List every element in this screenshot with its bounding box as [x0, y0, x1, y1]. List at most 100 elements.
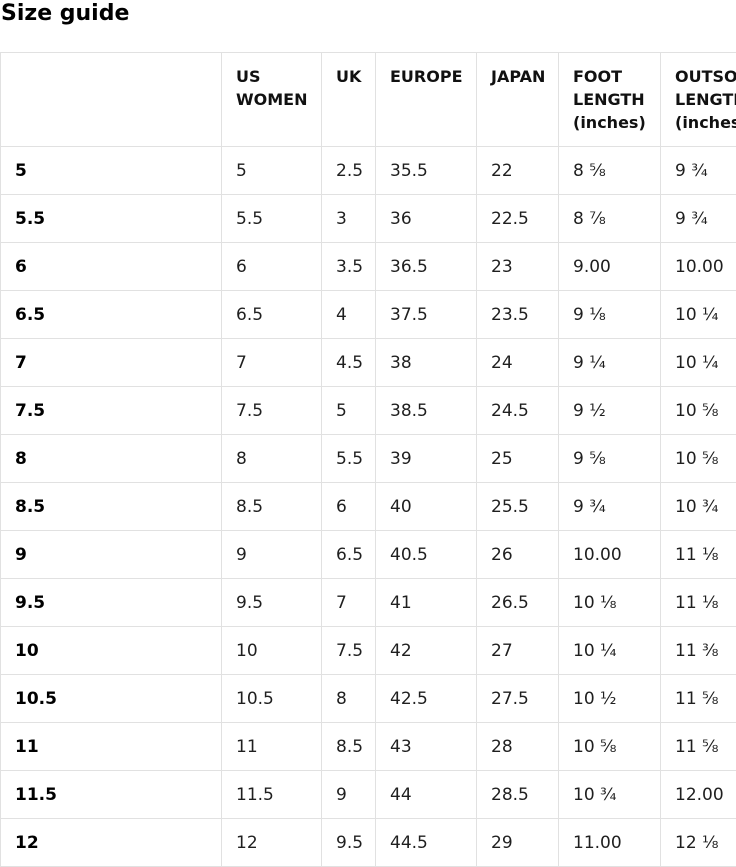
cell-outsole-length: 12 ⅛ [660, 818, 736, 867]
table-row: 8.5 8.5 6 40 25.5 9 ¾ 10 ¾ [0, 482, 736, 531]
cell-foot-length: 8 ⅝ [558, 146, 661, 195]
cell-europe: 36 [375, 194, 477, 243]
cell-japan: 26.5 [476, 578, 559, 627]
cell-uk: 9.5 [321, 818, 376, 867]
cell-uk: 8.5 [321, 722, 376, 771]
cell-foot-length: 10 ¼ [558, 626, 661, 675]
cell-uk: 3 [321, 194, 376, 243]
cell-japan: 25.5 [476, 482, 559, 531]
header-uk: UK [321, 52, 376, 147]
header-us-women: US WOMEN [221, 52, 322, 147]
cell-outsole-length: 9 ¾ [660, 146, 736, 195]
cell-foot-length: 8 ⅞ [558, 194, 661, 243]
cell-japan: 23.5 [476, 290, 559, 339]
table-row: 5.5 5.5 3 36 22.5 8 ⅞ 9 ¾ [0, 194, 736, 243]
cell-us-women: 12 [221, 818, 322, 867]
cell-foot-length: 10 ⅛ [558, 578, 661, 627]
cell-uk: 4 [321, 290, 376, 339]
cell-size-label: 10.5 [0, 674, 222, 723]
cell-outsole-length: 10 ¼ [660, 338, 736, 387]
cell-size-label: 6 [0, 242, 222, 291]
cell-us-women: 6 [221, 242, 322, 291]
cell-japan: 28.5 [476, 770, 559, 819]
cell-uk: 6.5 [321, 530, 376, 579]
cell-uk: 2.5 [321, 146, 376, 195]
cell-europe: 42 [375, 626, 477, 675]
cell-size-label: 11 [0, 722, 222, 771]
cell-foot-length: 9 ⅛ [558, 290, 661, 339]
cell-europe: 35.5 [375, 146, 477, 195]
cell-foot-length: 9 ¾ [558, 482, 661, 531]
cell-outsole-length: 12.00 [660, 770, 736, 819]
cell-outsole-length: 11 ⅛ [660, 530, 736, 579]
size-guide-table-viewport: US WOMEN UK EUROPE JAPAN FOOT LENGTH (in… [0, 52, 736, 867]
cell-us-women: 10 [221, 626, 322, 675]
table-row: 10.5 10.5 8 42.5 27.5 10 ½ 11 ⅝ [0, 674, 736, 723]
cell-foot-length: 10 ⅝ [558, 722, 661, 771]
table-row: 6.5 6.5 4 37.5 23.5 9 ⅛ 10 ¼ [0, 290, 736, 339]
cell-size-label: 5 [0, 146, 222, 195]
cell-size-label: 9 [0, 530, 222, 579]
cell-uk: 7 [321, 578, 376, 627]
cell-europe: 37.5 [375, 290, 477, 339]
cell-uk: 5 [321, 386, 376, 435]
size-guide-table: US WOMEN UK EUROPE JAPAN FOOT LENGTH (in… [0, 52, 736, 867]
cell-europe: 39 [375, 434, 477, 483]
cell-foot-length: 9.00 [558, 242, 661, 291]
cell-japan: 26 [476, 530, 559, 579]
cell-outsole-length: 11 ⅝ [660, 674, 736, 723]
cell-europe: 40.5 [375, 530, 477, 579]
table-row: 9.5 9.5 7 41 26.5 10 ⅛ 11 ⅛ [0, 578, 736, 627]
cell-size-label: 12 [0, 818, 222, 867]
cell-us-women: 7.5 [221, 386, 322, 435]
cell-uk: 9 [321, 770, 376, 819]
cell-us-women: 8.5 [221, 482, 322, 531]
table-row: 6 6 3.5 36.5 23 9.00 10.00 [0, 242, 736, 291]
page-title: Size guide [1, 1, 130, 26]
cell-outsole-length: 11 ⅛ [660, 578, 736, 627]
cell-size-label: 11.5 [0, 770, 222, 819]
cell-europe: 41 [375, 578, 477, 627]
cell-uk: 5.5 [321, 434, 376, 483]
cell-us-women: 9 [221, 530, 322, 579]
table-row: 5 5 2.5 35.5 22 8 ⅝ 9 ¾ [0, 146, 736, 195]
cell-japan: 24 [476, 338, 559, 387]
cell-japan: 24.5 [476, 386, 559, 435]
cell-japan: 29 [476, 818, 559, 867]
cell-outsole-length: 10.00 [660, 242, 736, 291]
cell-europe: 36.5 [375, 242, 477, 291]
cell-outsole-length: 10 ¾ [660, 482, 736, 531]
cell-foot-length: 10 ½ [558, 674, 661, 723]
cell-us-women: 11 [221, 722, 322, 771]
cell-japan: 25 [476, 434, 559, 483]
table-row: 8 8 5.5 39 25 9 ⅝ 10 ⅝ [0, 434, 736, 483]
cell-foot-length: 11.00 [558, 818, 661, 867]
cell-size-label: 7.5 [0, 386, 222, 435]
cell-size-label: 5.5 [0, 194, 222, 243]
cell-size-label: 7 [0, 338, 222, 387]
cell-uk: 4.5 [321, 338, 376, 387]
cell-size-label: 6.5 [0, 290, 222, 339]
cell-size-label: 9.5 [0, 578, 222, 627]
cell-japan: 28 [476, 722, 559, 771]
table-row: 12 12 9.5 44.5 29 11.00 12 ⅛ [0, 818, 736, 867]
cell-foot-length: 9 ¼ [558, 338, 661, 387]
table-row: 7.5 7.5 5 38.5 24.5 9 ½ 10 ⅝ [0, 386, 736, 435]
cell-us-women: 9.5 [221, 578, 322, 627]
cell-japan: 23 [476, 242, 559, 291]
header-row: US WOMEN UK EUROPE JAPAN FOOT LENGTH (in… [0, 52, 736, 147]
table-row: 10 10 7.5 42 27 10 ¼ 11 ⅜ [0, 626, 736, 675]
cell-size-label: 10 [0, 626, 222, 675]
cell-us-women: 5 [221, 146, 322, 195]
cell-europe: 44.5 [375, 818, 477, 867]
cell-europe: 38.5 [375, 386, 477, 435]
cell-foot-length: 9 ⅝ [558, 434, 661, 483]
cell-uk: 8 [321, 674, 376, 723]
header-europe: EUROPE [375, 52, 477, 147]
cell-foot-length: 10 ¾ [558, 770, 661, 819]
header-foot-length: FOOT LENGTH (inches) [558, 52, 661, 147]
cell-outsole-length: 11 ⅝ [660, 722, 736, 771]
cell-us-women: 7 [221, 338, 322, 387]
cell-outsole-length: 11 ⅜ [660, 626, 736, 675]
